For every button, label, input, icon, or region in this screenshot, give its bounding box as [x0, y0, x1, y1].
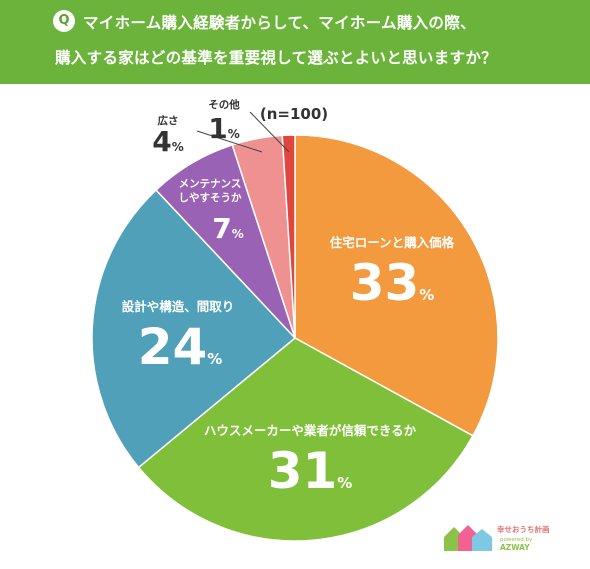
question-badge: Q	[53, 10, 75, 32]
logo-line-1: 幸せおうち計画	[497, 524, 550, 534]
question-header: Q マイホーム購入経験者からして、マイホーム購入の際、 購入する家はどの基準を重…	[0, 0, 590, 84]
pie-slice	[137, 337, 474, 542]
slice-label: その他	[208, 98, 240, 111]
slice-label: 設計や構造、間取り	[122, 299, 235, 314]
leader-lines	[196, 111, 290, 153]
question-line-1: マイホーム購入経験者からして、マイホーム購入の際、	[83, 14, 476, 32]
slice-value: 1%	[208, 112, 240, 145]
slice-value: 31%	[268, 442, 353, 500]
leader-line	[249, 111, 290, 153]
slice-labels: 住宅ローンと購入価格 33% ハウスメーカーや業者が信頼できるか 31% 設計や構造、間…	[122, 98, 455, 500]
slice-value: 4%	[152, 125, 184, 158]
pie-slice	[91, 188, 297, 469]
slice-value: 33%	[350, 254, 435, 312]
pie-slices	[91, 134, 499, 542]
pie-slice	[281, 134, 296, 339]
logo-line-3: AZWAY	[500, 543, 530, 552]
pie-slice	[294, 134, 499, 437]
slice-label: 広さ	[158, 114, 179, 127]
leader-line	[196, 130, 263, 153]
slice-label: ハウスメーカーや業者が信頼できるか	[204, 423, 417, 438]
house-icon	[444, 525, 492, 551]
azway-logo: 幸せおうち計画 powered by AZWAY	[444, 524, 550, 552]
slice-value: 7%	[212, 212, 244, 245]
slice-label: 住宅ローンと購入価格	[330, 235, 455, 250]
slice-value: 24%	[138, 318, 223, 376]
question-line-2: 購入する家はどの基準を重要視して選ぶとよいと思いますか？	[55, 49, 497, 67]
logo-line-2: powered by	[500, 537, 533, 543]
slice-label: メンテナンスしやすそうか	[179, 178, 242, 204]
sample-size-note: (n=100)	[260, 105, 328, 123]
